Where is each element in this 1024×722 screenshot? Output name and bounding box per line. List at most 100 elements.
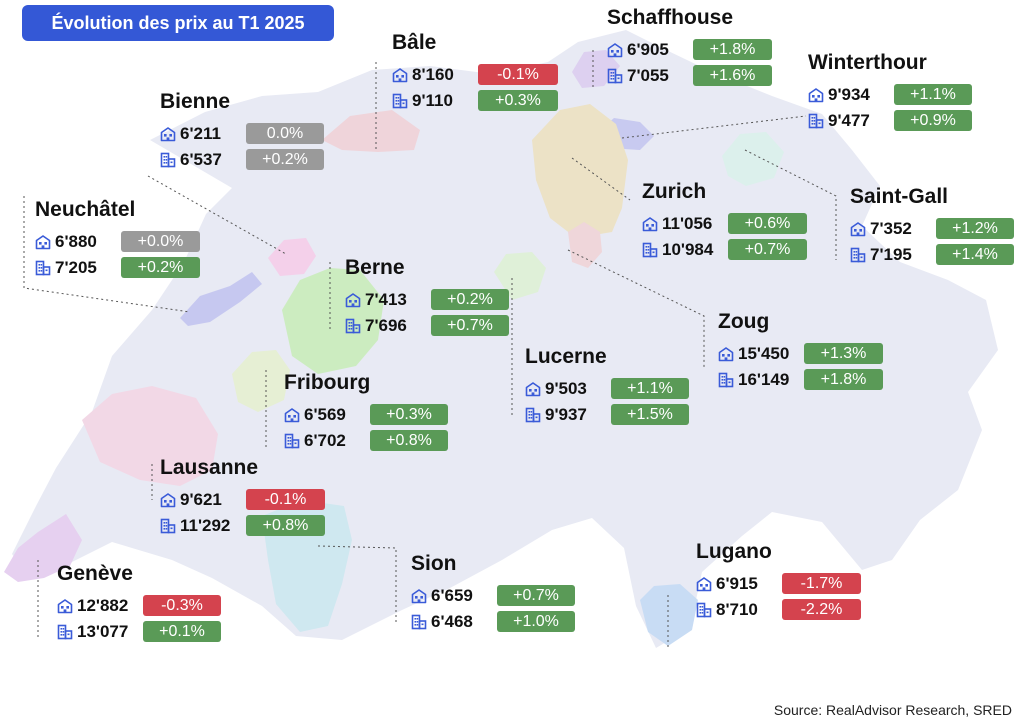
city-name: Winterthour — [808, 51, 927, 74]
house-icon — [642, 242, 658, 258]
region-lausanne — [82, 386, 218, 486]
apartment-row: 12'882 — [57, 593, 133, 618]
house-price: 7'055 — [627, 65, 669, 85]
apartment-price: 11'056 — [662, 213, 713, 233]
house-change-badge: +1.6% — [693, 65, 772, 86]
apartment-change-badge: -0.1% — [478, 64, 558, 85]
city-card-saint-gall: Saint-Gall 7'352 7'195 +1.2% +1.4% — [850, 184, 1014, 268]
region-geneve — [4, 514, 82, 582]
city-card-winterthour: Winterthour 9'934 9'477 +1.1% +0.9% — [808, 50, 972, 134]
city-card-zurich: Zurich 11'056 10'984 +0.6% +0.7% — [642, 179, 807, 263]
apartment-price: 9'934 — [828, 84, 870, 104]
house-change-badge: +0.1% — [143, 621, 221, 642]
house-price: 7'195 — [870, 244, 912, 264]
house-icon — [808, 113, 824, 129]
apartment-row: 11'056 — [642, 211, 713, 236]
house-icon — [57, 624, 73, 640]
apartment-price: 6'211 — [180, 123, 221, 143]
apartment-change-badge: +1.1% — [894, 84, 972, 105]
apartment-change-badge: +1.1% — [611, 378, 689, 399]
apartment-change-badge: +0.7% — [497, 585, 575, 606]
city-name: Saint-Gall — [850, 185, 949, 208]
house-icon — [160, 518, 176, 534]
city-card-neuchatel: Neuchâtel 6'880 7'205 +0.0% +0.2% — [35, 197, 200, 281]
apartment-row: 7'352 — [850, 216, 948, 241]
apartment-icon — [696, 576, 712, 592]
house-price: 10'984 — [662, 239, 714, 259]
apartment-row: 6'905 — [607, 37, 733, 62]
region-bienne — [268, 238, 316, 276]
house-change-badge: +0.3% — [478, 90, 558, 111]
house-change-badge: +1.4% — [936, 244, 1014, 265]
apartment-change-badge: +1.2% — [936, 218, 1014, 239]
house-price: 9'477 — [828, 110, 870, 130]
apartment-change-badge: 0.0% — [246, 123, 324, 144]
apartment-row: 6'659 — [411, 583, 473, 608]
house-row: 7'696 — [345, 313, 407, 338]
house-change-badge: +0.8% — [246, 515, 325, 536]
apartment-icon — [525, 381, 541, 397]
city-card-berne: Berne 7'413 7'696 +0.2% +0.7% — [345, 255, 509, 339]
region-zurich — [532, 104, 628, 238]
house-icon — [160, 152, 176, 168]
house-change-badge: +0.2% — [246, 149, 324, 170]
house-price: 9'110 — [412, 90, 453, 110]
house-icon — [284, 433, 300, 449]
house-row: 7'205 — [35, 255, 135, 280]
house-row: 6'468 — [411, 609, 473, 634]
region-lugano — [640, 584, 698, 646]
house-row: 9'477 — [808, 108, 927, 133]
apartment-change-badge: +0.0% — [121, 231, 200, 252]
apartment-change-badge: +0.2% — [431, 289, 509, 310]
apartment-price: 12'882 — [77, 595, 129, 615]
apartment-row: 7'413 — [345, 287, 407, 312]
apartment-icon — [411, 588, 427, 604]
city-name: Genève — [57, 562, 133, 585]
house-row: 11'292 — [160, 513, 258, 538]
city-name: Bâle — [392, 31, 437, 54]
house-icon — [850, 247, 866, 263]
house-change-badge: +0.8% — [370, 430, 448, 451]
apartment-price: 6'905 — [627, 39, 669, 59]
house-row: 9'937 — [525, 402, 607, 427]
house-row: 6'537 — [160, 147, 230, 172]
house-change-badge: +1.0% — [497, 611, 575, 632]
city-name: Lausanne — [160, 456, 259, 479]
city-card-bienne: Bienne 6'211 6'537 0.0% +0.2% — [160, 89, 324, 173]
house-row: 13'077 — [57, 619, 133, 644]
region-lucerne — [494, 252, 546, 300]
house-row: 7'055 — [607, 63, 733, 88]
house-price: 16'149 — [738, 369, 790, 389]
apartment-icon — [284, 407, 300, 423]
apartment-price: 15'450 — [738, 343, 790, 363]
city-card-schaffhouse: Schaffhouse 6'905 7'055 +1.8% +1.6% — [607, 5, 772, 89]
city-name: Neuchâtel — [35, 198, 136, 221]
apartment-change-badge: +0.3% — [370, 404, 448, 425]
source-note: Source: RealAdvisor Research, SRED — [773, 702, 1012, 718]
apartment-price: 7'413 — [365, 289, 407, 309]
house-price: 7'696 — [365, 315, 407, 335]
apartment-price: 8'160 — [412, 64, 454, 84]
city-card-zoug: Zoug 15'450 16'149 +1.3% +1.8% — [718, 309, 883, 393]
house-change-badge: +1.8% — [804, 369, 883, 390]
house-change-badge: +0.9% — [894, 110, 972, 131]
house-price: 6'537 — [180, 149, 222, 169]
city-name: Zoug — [718, 310, 770, 333]
city-name: Bienne — [160, 90, 231, 113]
city-name: Schaffhouse — [607, 6, 734, 29]
apartment-icon — [808, 87, 824, 103]
region-bale — [322, 110, 420, 152]
house-price: 11'292 — [180, 515, 231, 535]
apartment-change-badge: -1.7% — [782, 573, 861, 594]
apartment-row: 6'569 — [284, 402, 370, 427]
apartment-price: 7'352 — [870, 218, 912, 238]
house-icon — [696, 602, 712, 618]
apartment-icon — [160, 126, 176, 142]
city-name: Lugano — [696, 540, 772, 563]
apartment-icon — [718, 346, 734, 362]
house-change-badge: +0.2% — [121, 257, 200, 278]
apartment-price: 9'621 — [180, 489, 222, 509]
house-icon — [411, 614, 427, 630]
apartment-price: 6'569 — [304, 404, 346, 424]
house-price: 6'468 — [431, 611, 473, 631]
